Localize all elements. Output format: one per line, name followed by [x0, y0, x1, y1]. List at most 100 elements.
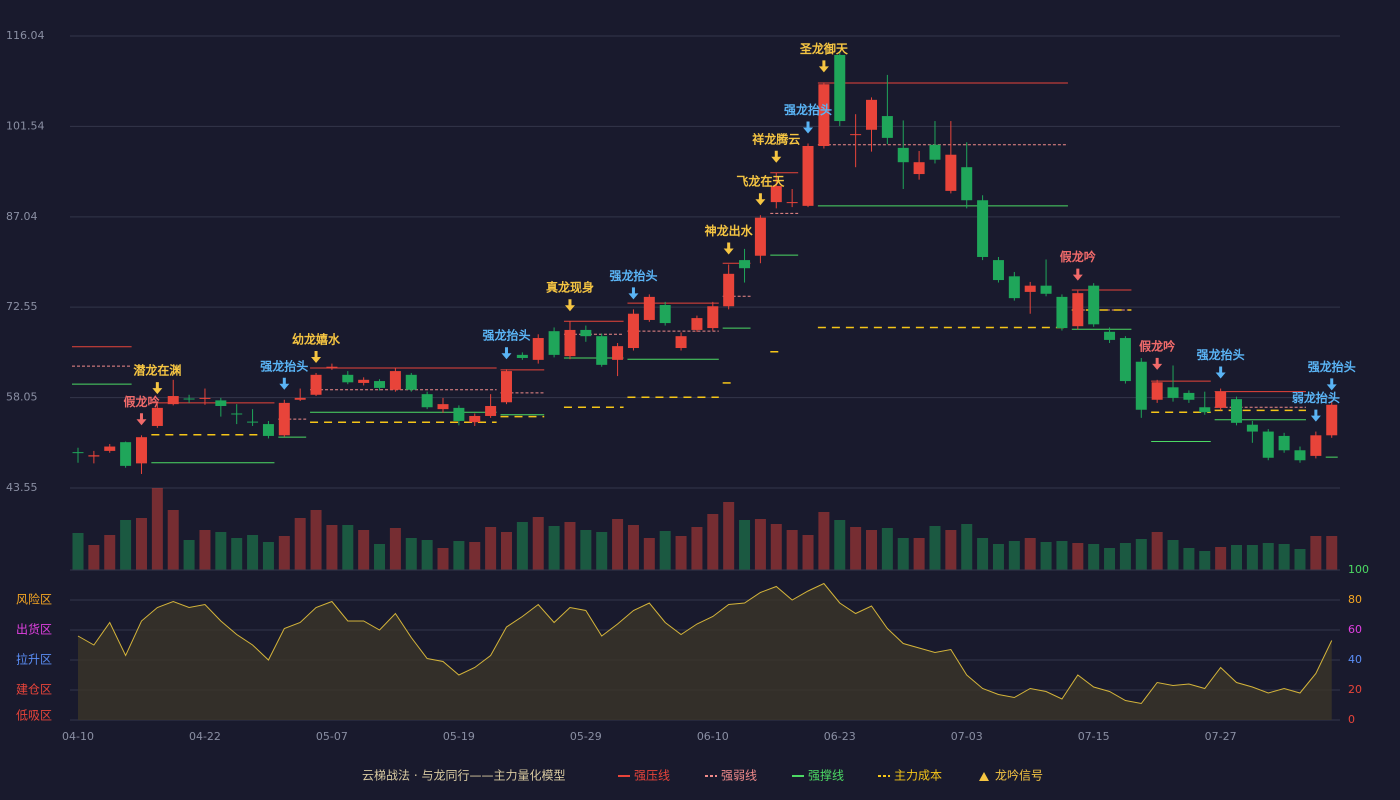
- volume-bar: [421, 540, 433, 570]
- volume-bar: [691, 527, 703, 570]
- y-tick-label: 58.05: [6, 391, 38, 404]
- volume-bar: [802, 535, 814, 570]
- signal-label: 弱龙抬头: [1292, 390, 1340, 405]
- volume-bar: [913, 538, 925, 570]
- candle-body: [691, 318, 703, 330]
- x-tick-label: 06-23: [824, 730, 856, 743]
- osc-line: [77, 582, 1333, 705]
- volume-bar: [1183, 548, 1195, 570]
- y-tick-label: 101.54: [6, 119, 45, 132]
- y2-tick-label: 40: [1348, 653, 1362, 666]
- volume-bar: [532, 517, 544, 570]
- candle-body: [1310, 435, 1322, 456]
- volume-bar: [1326, 536, 1338, 570]
- volume-bar: [1215, 547, 1227, 570]
- candle-body: [564, 329, 576, 357]
- volume-bar: [1310, 536, 1322, 570]
- candle-body: [1024, 285, 1036, 292]
- volume-bar: [1294, 549, 1306, 570]
- volume-bar: [1135, 539, 1147, 570]
- signal-label: 强龙抬头: [482, 328, 530, 343]
- volume-bar: [437, 548, 449, 570]
- candle-body: [802, 145, 814, 206]
- volume-bar: [723, 502, 735, 570]
- volume-bar: [215, 532, 227, 570]
- candle-body: [675, 336, 687, 349]
- candle-body: [1167, 387, 1179, 398]
- candle-body: [945, 154, 957, 191]
- candle-body: [612, 346, 624, 360]
- legend-label: 强压线: [634, 769, 670, 783]
- volume-bar: [151, 488, 163, 570]
- volume-bar: [627, 525, 639, 570]
- signal-label: 假龙吟: [1060, 249, 1096, 264]
- volume-bar: [977, 538, 989, 570]
- zone-label: 低吸区: [16, 709, 52, 723]
- candle-body: [1151, 382, 1163, 400]
- volume-bar: [1056, 541, 1068, 570]
- candle-body: [770, 185, 782, 203]
- volume-bar: [389, 528, 401, 570]
- candle-body: [167, 396, 179, 405]
- volume-bar: [866, 530, 877, 570]
- volume-bar: [500, 532, 512, 570]
- volume-bar: [786, 530, 798, 570]
- signal-label: 强龙抬头: [609, 268, 657, 283]
- volume-bar: [310, 510, 322, 570]
- x-tick-label: 07-03: [951, 730, 983, 743]
- signal-label: 飞龙在天: [736, 174, 785, 189]
- volume-bar: [231, 538, 243, 570]
- signal-label: 假龙吟: [1139, 338, 1175, 353]
- signal-arrow: [501, 347, 512, 360]
- signal-arrow: [311, 350, 322, 363]
- zone-label: 建仓区: [16, 683, 52, 697]
- candle-body: [1278, 435, 1290, 451]
- candle-body: [818, 84, 830, 146]
- candle-body: [1183, 392, 1195, 400]
- candle-body: [532, 338, 544, 360]
- y-tick-label: 43.55: [6, 481, 38, 494]
- signal-arrow: [771, 150, 782, 163]
- signal-arrow: [755, 193, 766, 206]
- volume-bar: [548, 526, 560, 570]
- volume-bar: [88, 545, 100, 570]
- volume-bar: [739, 520, 751, 570]
- legend-title: 云梯战法 · 与龙同行——主力量化模型: [362, 769, 565, 783]
- volume-bar: [945, 530, 957, 570]
- candle-body: [278, 402, 290, 436]
- volume-bar: [580, 530, 592, 570]
- volume-bar: [1199, 551, 1211, 570]
- volume-bar: [1008, 541, 1020, 570]
- legend-label: 强撑线: [808, 768, 844, 783]
- volume-bar: [564, 522, 576, 570]
- signal-label: 真龙现身: [546, 280, 594, 295]
- signal-label: 假龙吟: [123, 394, 159, 409]
- legend-label: 主力成本: [894, 769, 942, 783]
- candle-body: [469, 415, 481, 423]
- candle-body: [1262, 431, 1274, 458]
- candle-body: [453, 407, 465, 421]
- volume-bar: [1024, 538, 1036, 570]
- x-tick-label: 07-27: [1205, 730, 1237, 743]
- candle-body: [342, 374, 354, 383]
- candle-body: [739, 260, 751, 269]
- volume-bar: [326, 525, 338, 570]
- candle-body: [850, 134, 862, 136]
- volume-bar: [1231, 545, 1243, 570]
- volume-bar: [294, 518, 306, 570]
- candle-body: [627, 313, 639, 349]
- volume-bar: [612, 519, 624, 570]
- volume-bar: [961, 524, 973, 570]
- candle-body: [215, 400, 227, 407]
- volume-bar: [405, 538, 417, 570]
- candle-body: [199, 397, 211, 399]
- signal-arrow: [723, 242, 734, 255]
- candle-body: [897, 147, 909, 163]
- y-tick-label: 87.04: [6, 210, 38, 223]
- signal-label: 幼龙嬉水: [292, 331, 341, 346]
- candle-body: [358, 379, 370, 383]
- volume-bar: [1167, 540, 1179, 570]
- candle-body: [961, 167, 973, 201]
- candle-body: [913, 162, 925, 175]
